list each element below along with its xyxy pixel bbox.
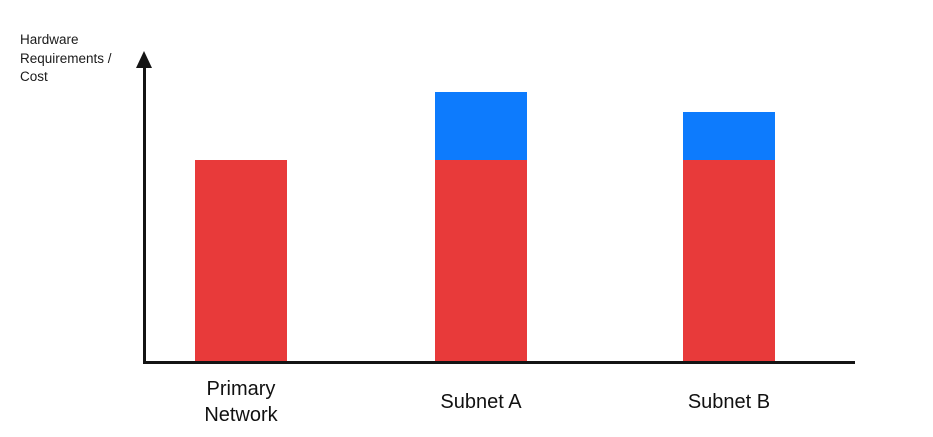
- bar-segment-base-hardware-cost-subnet-b: [683, 160, 775, 361]
- y-axis-line: [143, 62, 146, 362]
- bar-segment-base-hardware-cost-subnet-a: [435, 160, 527, 361]
- x-axis-line: [143, 361, 855, 364]
- category-label-subnet-a: Subnet A: [440, 391, 522, 413]
- y-axis-title: Hardware Requirements / Cost: [20, 32, 112, 84]
- category-label-primary-network: Primary Network: [204, 378, 278, 426]
- bar-segment-base-hardware-cost-primary-network: [195, 160, 287, 361]
- bar-segment-additional-hardware-cost-subnet-a: [435, 92, 527, 160]
- arrow-up-icon: [136, 51, 152, 68]
- category-label-subnet-b: Subnet B: [687, 391, 771, 413]
- bar-segment-additional-hardware-cost-subnet-b: [683, 112, 775, 160]
